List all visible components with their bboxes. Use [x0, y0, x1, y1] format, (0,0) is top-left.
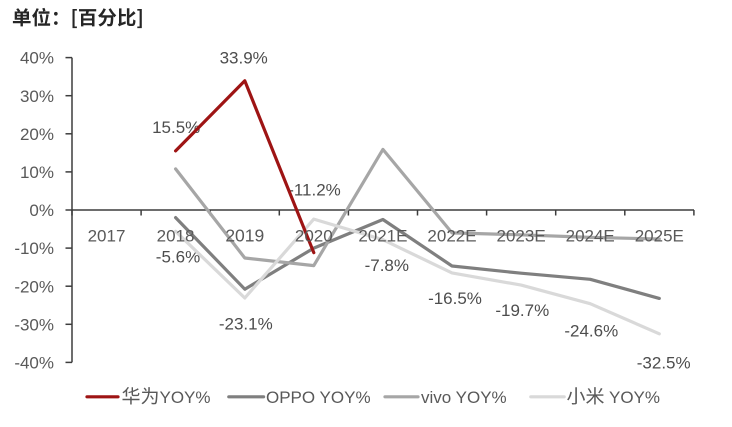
svg-text:40%: 40% [20, 49, 54, 68]
svg-text:20%: 20% [20, 125, 54, 144]
svg-text:-20%: -20% [14, 277, 54, 296]
svg-text:-30%: -30% [14, 315, 54, 334]
svg-text:0%: 0% [29, 201, 54, 220]
svg-text:2024E: 2024E [566, 227, 615, 246]
svg-text:-24.6%: -24.6% [564, 321, 618, 340]
svg-text:YOY%: YOY% [609, 388, 660, 407]
svg-text:-40%: -40% [14, 354, 54, 373]
svg-text:2021E: 2021E [358, 227, 407, 246]
svg-text:-32.5%: -32.5% [637, 354, 691, 373]
svg-text:vivo YOY%: vivo YOY% [421, 388, 507, 407]
svg-text:-19.7%: -19.7% [495, 301, 549, 320]
svg-text:15.5%: 15.5% [152, 118, 200, 137]
svg-text:2020: 2020 [295, 227, 333, 246]
svg-text:2017: 2017 [88, 227, 126, 246]
svg-text:OPPO YOY%: OPPO YOY% [266, 388, 371, 407]
svg-text:33.9%: 33.9% [220, 49, 268, 68]
svg-text:2025E: 2025E [635, 227, 684, 246]
svg-text:-5.6%: -5.6% [156, 248, 200, 267]
svg-text:10%: 10% [20, 163, 54, 182]
svg-text:-7.8%: -7.8% [365, 256, 409, 275]
svg-text:YOY%: YOY% [160, 388, 211, 407]
svg-text:2023E: 2023E [497, 227, 546, 246]
svg-text:2022E: 2022E [427, 227, 476, 246]
svg-text:-23.1%: -23.1% [219, 315, 273, 334]
svg-text:-10%: -10% [14, 239, 54, 258]
svg-text:2019: 2019 [225, 226, 264, 246]
svg-text:2018: 2018 [157, 227, 195, 246]
svg-text:30%: 30% [20, 87, 54, 106]
svg-text:-11.2%: -11.2% [288, 181, 341, 200]
svg-text:-16.5%: -16.5% [428, 289, 482, 308]
